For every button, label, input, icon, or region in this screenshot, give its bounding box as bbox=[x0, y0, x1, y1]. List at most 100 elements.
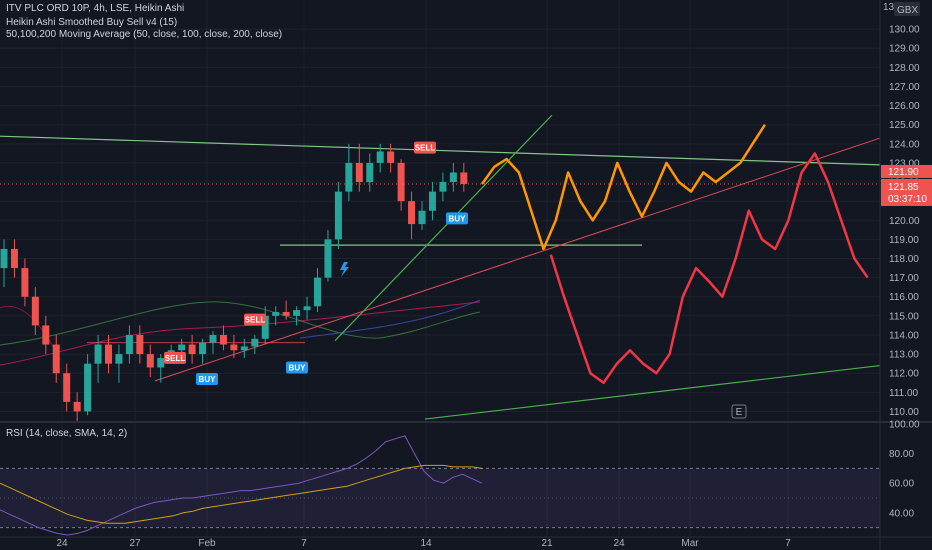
currency-badge bbox=[894, 2, 920, 16]
candle-body bbox=[125, 334, 133, 355]
rsi-line bbox=[0, 435, 483, 536]
price-tick-label: 115.00 bbox=[889, 311, 919, 322]
price-tick-label: 120.00 bbox=[889, 216, 920, 227]
candle-body bbox=[387, 151, 395, 163]
time-tick-label: Feb bbox=[198, 538, 216, 549]
sell-signal-badge bbox=[414, 141, 436, 154]
lightning-icon bbox=[340, 262, 349, 277]
price-tick-label: 127.00 bbox=[889, 82, 920, 93]
green-bottom-line bbox=[424, 364, 881, 420]
sell-signal-label: SELL bbox=[165, 354, 186, 363]
rsi-legend[interactable]: RSI (14, close, SMA, 14, 2) bbox=[6, 428, 128, 439]
time-tick-label: Mar bbox=[681, 538, 699, 549]
time-tick-label: 7 bbox=[301, 538, 307, 549]
buy-signal-badge bbox=[196, 372, 218, 385]
candle-body bbox=[303, 306, 311, 311]
candle-body bbox=[105, 344, 112, 364]
time-tick-label: 14 bbox=[420, 538, 432, 549]
candles bbox=[0, 143, 468, 421]
candle-body bbox=[324, 239, 332, 278]
time-tick-label: 24 bbox=[56, 538, 68, 549]
price-tick-label: 114.00 bbox=[889, 330, 919, 341]
candle-body bbox=[31, 296, 39, 326]
price-tick-label: 123.00 bbox=[889, 158, 920, 169]
buy-signal-label: BUY bbox=[289, 363, 307, 372]
projections bbox=[480, 124, 869, 385]
price-tick-label: 117.00 bbox=[889, 273, 919, 284]
candle-body bbox=[188, 344, 196, 355]
orange-projection bbox=[480, 124, 766, 251]
current-price-label: 121.85 bbox=[888, 182, 919, 193]
earnings-badge bbox=[731, 404, 747, 419]
candle-body bbox=[261, 315, 269, 339]
ma-50 bbox=[0, 301, 481, 366]
candle-body bbox=[115, 354, 123, 364]
price-tick-label: 128.00 bbox=[889, 63, 920, 74]
price-tick-label: 119.00 bbox=[889, 235, 919, 246]
candle-body bbox=[136, 334, 144, 355]
price-tick-label: 113.00 bbox=[889, 350, 919, 361]
earnings-label: E bbox=[736, 407, 743, 418]
candle-body bbox=[219, 334, 227, 345]
last-price-label: 121.90 bbox=[888, 167, 919, 178]
candle-body bbox=[209, 334, 217, 343]
ma-200 bbox=[299, 299, 481, 339]
price-tick-label: 116.00 bbox=[889, 292, 919, 303]
red-trendline bbox=[154, 137, 881, 382]
candle-body bbox=[73, 401, 81, 412]
price-tick-label: 110.00 bbox=[889, 407, 919, 418]
sell-signal-badge bbox=[244, 313, 266, 326]
sell-signal-badge bbox=[164, 351, 186, 364]
price-tick-label: 124.00 bbox=[889, 139, 920, 150]
candle-body bbox=[178, 344, 186, 351]
candle-body bbox=[449, 172, 457, 183]
indicator-legend-ha[interactable]: Heikin Ashi Smoothed Buy Sell v4 (15) bbox=[6, 17, 178, 28]
candle-body bbox=[52, 344, 60, 374]
signal-badges: SELL SELL SELL BUY BUY BUY E bbox=[164, 141, 747, 419]
candle-body bbox=[282, 312, 290, 316]
last-price-tag bbox=[881, 164, 932, 178]
price-tick-label: 112.00 bbox=[889, 369, 919, 380]
candle-body bbox=[376, 151, 384, 163]
price-tick-label: 130.00 bbox=[889, 25, 920, 36]
resistance-line bbox=[0, 135, 881, 166]
candle-body bbox=[94, 344, 102, 364]
sell-signal-label: SELL bbox=[415, 144, 436, 153]
time-tick-label: 7 bbox=[785, 538, 791, 549]
price-tick-label: 125.00 bbox=[889, 120, 920, 131]
candle-body bbox=[230, 344, 238, 351]
green-uptrend-line bbox=[334, 114, 553, 342]
current-price-tag bbox=[881, 178, 932, 206]
candle-body bbox=[418, 210, 426, 225]
candle-body bbox=[251, 338, 259, 347]
price-tick-label: 118.00 bbox=[889, 254, 919, 265]
rsi-ma-line bbox=[0, 464, 483, 524]
candle-body bbox=[408, 201, 416, 225]
buy-signal-badge bbox=[286, 361, 308, 374]
candle-body bbox=[10, 248, 18, 269]
rsi-tick-label: 40.00 bbox=[889, 508, 914, 519]
candle-body bbox=[314, 277, 321, 307]
time-tick-label: 24 bbox=[613, 538, 625, 549]
buy-signal-badge bbox=[446, 212, 468, 225]
candle-body bbox=[146, 354, 154, 368]
sell-signal-label: SELL bbox=[245, 316, 266, 325]
candle-body bbox=[439, 182, 447, 192]
candle-body bbox=[84, 363, 92, 412]
candle-body bbox=[428, 191, 436, 211]
candle-body bbox=[345, 162, 353, 192]
candle-body bbox=[63, 373, 71, 402]
price-tick-label: 129.00 bbox=[889, 44, 920, 55]
candle-body bbox=[157, 357, 165, 368]
candle-body bbox=[0, 248, 8, 269]
indicator-legend-ma[interactable]: 50,100,200 Moving Average (50, close, 10… bbox=[6, 29, 283, 40]
price-tick-label: 13 bbox=[883, 2, 895, 13]
rsi-tick-label: 60.00 bbox=[889, 479, 914, 490]
candle-body bbox=[355, 162, 363, 183]
candle-body bbox=[397, 162, 405, 202]
candle-body bbox=[199, 342, 207, 355]
rsi-tick-label: 80.00 bbox=[889, 449, 914, 460]
